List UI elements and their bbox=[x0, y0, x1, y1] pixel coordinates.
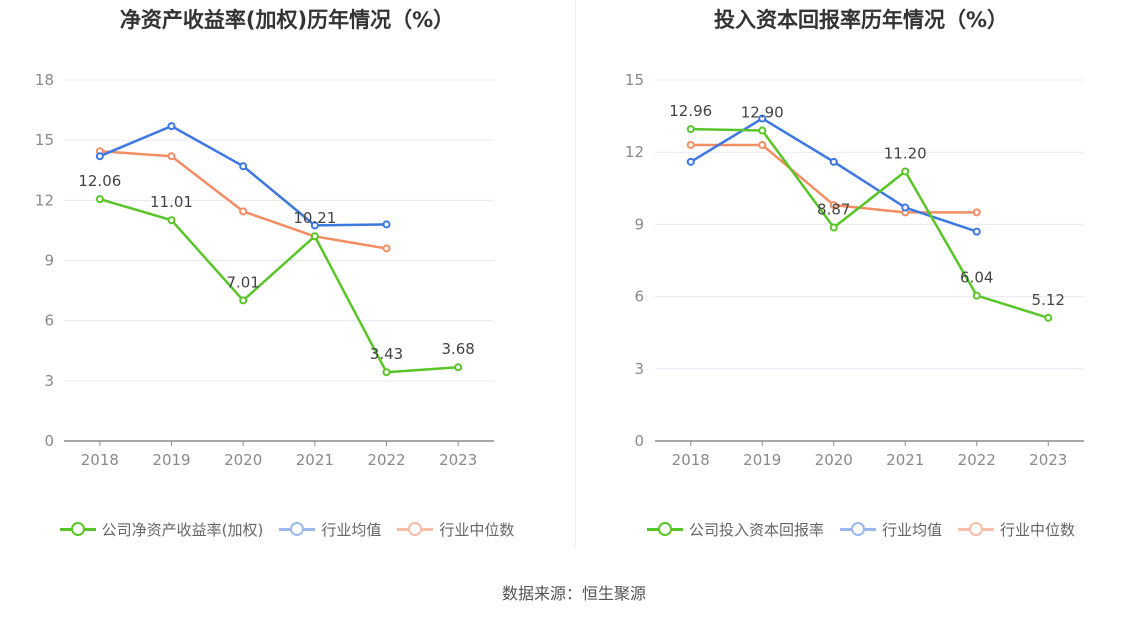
y-tick-label: 3 bbox=[44, 372, 54, 390]
data-source-note: 数据来源：恒生聚源 bbox=[501, 584, 646, 603]
legend-line-icon bbox=[397, 518, 434, 540]
data-point bbox=[1044, 313, 1053, 322]
legend-label: 公司净资产收益率(加权) bbox=[101, 520, 264, 539]
y-tick-label: 0 bbox=[44, 432, 54, 450]
roic-line-chart: 0 3 6 9 12 15 2018 2019 2020 2021 2022 2023 12.96 12.… bbox=[625, 71, 1084, 469]
y-tick-label: 15 bbox=[35, 131, 54, 149]
x-tick-label: 2022 bbox=[958, 451, 996, 469]
y-tick-label: 3 bbox=[634, 360, 644, 378]
y-tick-label: 12 bbox=[625, 143, 644, 161]
data-point bbox=[95, 152, 104, 161]
data-label: 10.21 bbox=[293, 209, 336, 227]
legend-item-company[interactable]: 公司净资产收益率(加权) bbox=[59, 518, 264, 540]
legend-label: 行业均值 bbox=[881, 520, 942, 539]
data-point bbox=[239, 162, 248, 171]
y-tick-label: 18 bbox=[35, 71, 54, 89]
data-point bbox=[239, 207, 248, 216]
data-label: 11.01 bbox=[150, 193, 193, 211]
data-label: 3.68 bbox=[441, 340, 474, 358]
x-tick-label: 2018 bbox=[81, 451, 119, 469]
y-tick-label: 12 bbox=[35, 191, 54, 209]
series-line-company bbox=[99, 197, 459, 374]
data-point bbox=[95, 195, 104, 204]
y-tick-label: 6 bbox=[634, 288, 644, 306]
legend-item-company[interactable]: 公司投入资本回报率 bbox=[646, 518, 824, 540]
legend-label: 行业均值 bbox=[321, 520, 382, 539]
data-point bbox=[239, 296, 248, 305]
data-point bbox=[686, 140, 695, 149]
data-point bbox=[972, 208, 981, 217]
roe-chart-panel: 净资产收益率(加权)历年情况（%） 0 3 6 9 12 15 18 2018 2019 2020… bbox=[0, 0, 574, 560]
x-tick-label: 2020 bbox=[224, 451, 262, 469]
data-point bbox=[382, 368, 391, 377]
data-point bbox=[167, 216, 176, 225]
legend-line-icon bbox=[279, 518, 316, 540]
data-label: 3.43 bbox=[370, 345, 403, 363]
data-label: 11.20 bbox=[884, 144, 927, 162]
legend-item-industry-mean[interactable]: 行业均值 bbox=[839, 518, 942, 540]
data-point bbox=[310, 221, 319, 230]
data-point bbox=[382, 244, 391, 253]
legend-item-industry-mean[interactable]: 行业均值 bbox=[279, 518, 381, 540]
chart-title: 投入资本回报率历年情况（%） bbox=[713, 8, 1009, 32]
legend-line-icon bbox=[646, 518, 683, 540]
x-tick-label: 2021 bbox=[296, 451, 334, 469]
legend-label: 公司投入资本回报率 bbox=[688, 520, 824, 539]
data-point bbox=[686, 125, 695, 134]
chart-legend: 公司净资产收益率(加权) 行业均值 行业中位数 bbox=[0, 518, 574, 540]
data-point bbox=[310, 232, 319, 241]
y-tick-label: 9 bbox=[44, 252, 54, 270]
x-tick-label: 2022 bbox=[367, 451, 405, 469]
data-point bbox=[454, 363, 463, 372]
y-tick-label: 9 bbox=[634, 215, 644, 233]
data-point bbox=[829, 201, 838, 210]
x-tick-label: 2020 bbox=[815, 451, 853, 469]
data-point bbox=[829, 157, 838, 166]
data-point bbox=[829, 223, 838, 232]
data-label: 12.90 bbox=[741, 104, 784, 122]
data-point bbox=[686, 157, 695, 166]
data-label: 7.01 bbox=[226, 273, 259, 291]
data-label: 12.96 bbox=[669, 102, 712, 120]
data-point bbox=[758, 114, 767, 123]
data-point bbox=[972, 291, 981, 300]
data-point bbox=[167, 152, 176, 161]
legend-item-industry-median[interactable]: 行业中位数 bbox=[397, 518, 514, 540]
y-tick-label: 0 bbox=[634, 432, 644, 450]
data-label: 8.87 bbox=[817, 201, 850, 219]
legend-line-icon bbox=[839, 518, 876, 540]
data-point bbox=[758, 126, 767, 135]
data-point bbox=[972, 227, 981, 236]
data-label: 6.04 bbox=[960, 269, 993, 287]
x-tick-label: 2019 bbox=[152, 451, 190, 469]
data-label: 12.06 bbox=[78, 172, 121, 190]
legend-label: 行业中位数 bbox=[439, 520, 515, 539]
chart-legend: 公司投入资本回报率 行业均值 行业中位数 bbox=[574, 518, 1148, 540]
y-tick-label: 6 bbox=[44, 312, 54, 330]
data-point bbox=[901, 167, 910, 176]
legend-line-icon bbox=[958, 518, 994, 540]
series-line-company bbox=[690, 127, 1049, 319]
data-point bbox=[901, 203, 910, 212]
x-tick-label: 2021 bbox=[886, 451, 924, 469]
chart-title: 净资产收益率(加权)历年情况（%） bbox=[119, 8, 455, 32]
legend-label: 行业中位数 bbox=[1000, 520, 1076, 539]
y-tick-label: 15 bbox=[625, 71, 644, 89]
data-point bbox=[167, 122, 176, 131]
legend-item-industry-median[interactable]: 行业中位数 bbox=[958, 518, 1075, 540]
panel-divider bbox=[575, 0, 576, 548]
data-point bbox=[758, 140, 767, 149]
roe-line-chart: 0 3 6 9 12 15 18 2018 2019 2020 2021 2022 2023 12.06 1… bbox=[35, 71, 494, 469]
roic-chart-panel: 投入资本回报率历年情况（%） 0 3 6 9 12 15 2018 2019 2020 2021 2… bbox=[574, 0, 1148, 560]
x-tick-label: 2023 bbox=[1029, 451, 1067, 469]
x-tick-label: 2018 bbox=[672, 451, 710, 469]
data-label: 5.12 bbox=[1032, 291, 1065, 309]
data-point bbox=[382, 220, 391, 229]
legend-line-icon bbox=[59, 518, 96, 540]
x-tick-label: 2023 bbox=[439, 451, 477, 469]
x-tick-label: 2019 bbox=[743, 451, 781, 469]
